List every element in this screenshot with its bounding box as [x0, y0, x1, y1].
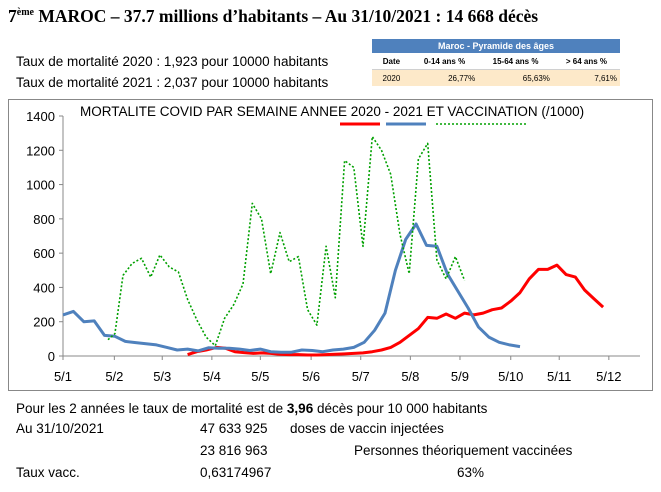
y-tick-label: 1200	[26, 143, 55, 158]
cell-0-14: 26,77%	[410, 69, 479, 86]
x-tick-label: 5/7	[352, 369, 370, 384]
series-line-2	[62, 222, 521, 354]
summary-rate-value: 3,96	[286, 401, 314, 416]
summary-asof-label: Au 31/10/2021	[16, 421, 104, 436]
y-tick-label: 200	[33, 315, 55, 330]
cell-date: 2020	[372, 69, 411, 86]
x-tick-label: 5/8	[401, 369, 419, 384]
x-tick-label: 5/5	[251, 369, 269, 384]
x-tick-label: 5/9	[451, 369, 469, 384]
age-pyramid-table: Maroc - Pyramide des âges Date 0-14 ans …	[372, 39, 620, 86]
page-title: 7ème MAROC – 37.7 millions d’habitants –…	[8, 6, 538, 27]
col-header-15-64: 15-64 ans %	[478, 53, 553, 70]
summary-doses-label: doses de vaccin injectées	[290, 421, 444, 436]
y-tick-label: 800	[33, 212, 55, 227]
y-tick-label: 1400	[26, 109, 55, 124]
x-tick-label: 5/2	[105, 369, 123, 384]
age-pyramid-title: Maroc - Pyramide des âges	[372, 39, 620, 53]
x-tick-label: 5/1	[54, 369, 72, 384]
x-tick-label: 5/3	[153, 369, 171, 384]
y-tick-label: 0	[48, 349, 55, 364]
table-row: 2020 26,77% 65,63% 7,61%	[372, 69, 620, 86]
chart-container: 0 200 400 600 800 1000 1200 1400 5/1 5/2 5/3 5/4 5/5…	[8, 99, 653, 391]
y-tick-label: 1000	[26, 178, 55, 193]
summary-persons-label: Personnes théoriquement vaccinées	[354, 443, 573, 458]
summary-line-rate: Pour les 2 années le taux de mortalité e…	[16, 401, 487, 416]
headline-text: MAROC – 37.7 millions d’habitants – Au 3…	[33, 6, 539, 26]
cell-over-64: 7,61%	[552, 69, 620, 86]
x-tick-label: 5/11	[547, 369, 571, 384]
summary-rate-pre: Pour les 2 années le taux de mortalité e…	[16, 401, 287, 416]
chart-title: MORTALITE COVID PAR SEMAINE ANNEE 2020 -…	[80, 104, 584, 119]
cell-15-64: 65,63%	[478, 69, 553, 86]
col-header-date: Date	[372, 53, 411, 70]
y-tick-label: 400	[33, 280, 55, 295]
x-tick-label: 5/4	[203, 369, 221, 384]
summary-persons-value: 23 816 963	[200, 443, 268, 458]
mortality-rate-2021: Taux de mortalité 2021 : 2,037 pour 1000…	[16, 75, 329, 90]
x-tick-label: 5/12	[596, 369, 621, 384]
summary-rate-fraction: 0,63174967	[200, 465, 272, 480]
col-header-over-64: > 64 ans %	[552, 53, 620, 70]
series-line-3	[107, 135, 466, 347]
covid-mortality-chart: 0 200 400 600 800 1000 1200 1400 5/1 5/2 5/3 5/4 5/5…	[8, 99, 653, 391]
rank-suffix: ème	[16, 7, 34, 18]
col-header-0-14: 0-14 ans %	[410, 53, 479, 70]
rank-number: 7	[8, 6, 17, 26]
summary-doses-value: 47 633 925	[200, 421, 268, 436]
summary-rate-post: décès pour 10 000 habitants	[313, 401, 488, 416]
series-line-1	[187, 263, 605, 357]
mortality-rate-2020: Taux de mortalité 2020 : 1,923 pour 1000…	[16, 54, 329, 69]
chart-border	[8, 99, 653, 391]
y-tick-label: 600	[33, 246, 55, 261]
x-tick-label: 5/10	[498, 369, 523, 384]
summary-rate-label: Taux vacc.	[16, 465, 80, 480]
summary-rate-percent: 63%	[457, 465, 485, 480]
x-tick-label: 5/6	[302, 369, 320, 384]
